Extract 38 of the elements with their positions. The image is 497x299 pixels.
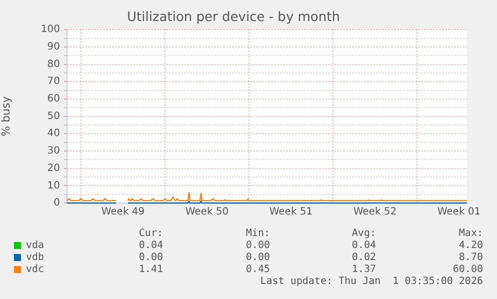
x-tick-label: Week 49 bbox=[101, 206, 145, 218]
text: 0.02 bbox=[352, 252, 376, 264]
y-tick-label: 60 bbox=[47, 94, 60, 105]
text: 0.00 bbox=[246, 252, 270, 264]
legend-label: vda bbox=[26, 240, 44, 252]
text: 0.00 bbox=[246, 240, 270, 252]
x-tick-label: Week 50 bbox=[185, 206, 229, 218]
text: 0.00 bbox=[138, 252, 163, 264]
y-tick-label: 0 bbox=[54, 198, 60, 209]
text: 60.00 bbox=[452, 264, 483, 276]
y-axis-title: % busy bbox=[0, 96, 12, 136]
chart-title: Utilization per device - by month bbox=[127, 10, 340, 26]
legend-label: vdc bbox=[26, 264, 44, 276]
y-tick-label: 10 bbox=[47, 180, 60, 192]
x-tick-label: Week 52 bbox=[353, 206, 397, 218]
y-tick-label: 40 bbox=[47, 128, 60, 140]
text: Cur: bbox=[138, 228, 163, 240]
y-tick-label: 100 bbox=[40, 24, 60, 36]
text: Max: bbox=[458, 228, 483, 240]
y-tick-label: 70 bbox=[47, 76, 60, 88]
y-tick-label: 90 bbox=[47, 42, 60, 53]
legend-label: vdb bbox=[26, 252, 44, 264]
y-tick-label: 80 bbox=[47, 58, 60, 70]
text: 1.37 bbox=[352, 264, 376, 276]
text: Avg: bbox=[352, 228, 376, 240]
text: Last update: Thu Jan 1 03:35:00 2026 bbox=[260, 276, 483, 288]
text: 0.45 bbox=[246, 264, 270, 276]
text: 0.04 bbox=[138, 240, 163, 252]
y-tick-label: 20 bbox=[47, 162, 60, 174]
text: 1.41 bbox=[138, 264, 163, 276]
x-tick-label: Week 51 bbox=[269, 206, 313, 218]
y-tick-label: 50 bbox=[47, 110, 60, 122]
text: 0.04 bbox=[352, 240, 376, 252]
text: 8.70 bbox=[458, 252, 483, 264]
y-tick-label: 30 bbox=[47, 146, 60, 157]
text: Min: bbox=[246, 228, 270, 240]
x-tick-label: Week 01 bbox=[437, 206, 481, 218]
text: 4.20 bbox=[458, 240, 483, 252]
